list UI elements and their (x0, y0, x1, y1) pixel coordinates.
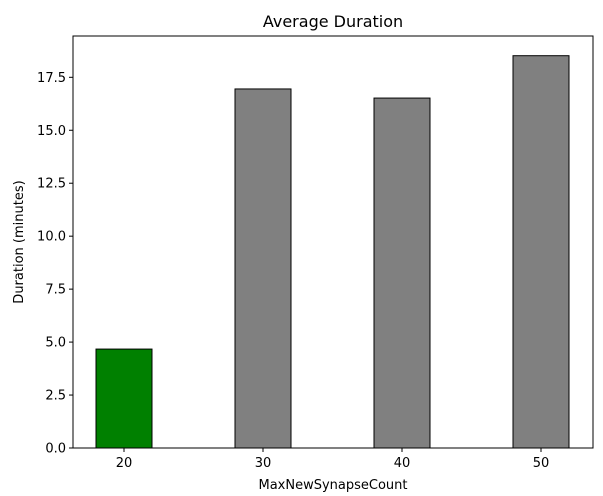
y-tick-label-7: 17.5 (37, 71, 66, 86)
bar-40 (373, 97, 431, 449)
plot-frame (72, 35, 594, 449)
x-tick-label-20: 20 (116, 456, 133, 471)
chart-title: Average Duration (263, 12, 403, 31)
x-tick-label-40: 40 (394, 456, 411, 471)
y-tick-label-4: 10.0 (37, 230, 66, 245)
bar-30 (234, 88, 292, 449)
bar-20 (95, 348, 153, 449)
bar-50 (512, 55, 570, 449)
y-tick-label-0: 0.0 (45, 442, 66, 457)
x-axis-ticks: 20 30 40 50 (116, 448, 550, 471)
bars-group (95, 55, 570, 449)
y-tick-label-2: 5.0 (45, 336, 66, 351)
y-axis-ticks: 0.0 2.5 5.0 7.5 10.0 12.5 15.0 17.5 (37, 71, 73, 457)
y-tick-label-6: 15.0 (37, 124, 66, 139)
y-tick-label-5: 12.5 (37, 177, 66, 192)
y-tick-label-1: 2.5 (45, 389, 66, 404)
x-tick-label-50: 50 (533, 456, 550, 471)
y-axis-label: Duration (minutes) (12, 180, 27, 303)
x-tick-label-30: 30 (255, 456, 272, 471)
y-tick-label-3: 7.5 (45, 283, 66, 298)
x-axis-label: MaxNewSynapseCount (258, 478, 407, 493)
